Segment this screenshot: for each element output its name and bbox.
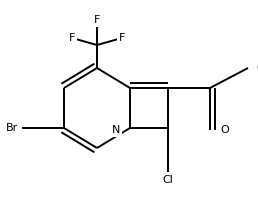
Text: F: F — [94, 15, 100, 25]
Text: OH: OH — [256, 63, 258, 73]
Text: Br: Br — [6, 123, 18, 133]
Text: F: F — [69, 33, 75, 43]
Text: O: O — [220, 125, 229, 135]
Text: Cl: Cl — [163, 175, 173, 185]
Text: N: N — [112, 125, 120, 135]
Text: F: F — [119, 33, 125, 43]
